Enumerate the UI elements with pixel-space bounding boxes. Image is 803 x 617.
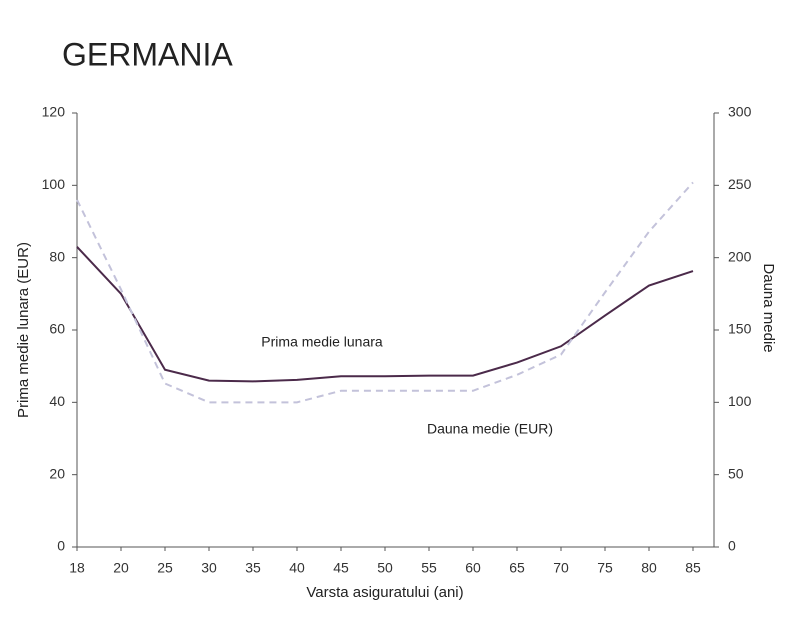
y-tick-label: 40 (49, 393, 65, 409)
y-tick-label: 100 (42, 176, 66, 192)
y-tick-label: 60 (49, 321, 65, 337)
x-tick-label: 85 (685, 560, 701, 576)
x-tick-label: 75 (597, 560, 613, 576)
x-tick-label: 55 (421, 560, 437, 576)
x-tick-label: 40 (289, 560, 305, 576)
y-tick-label: 120 (42, 104, 66, 120)
y-tick-label: 80 (49, 248, 65, 264)
y2-tick-label: 0 (728, 538, 736, 554)
y-tick-label: 0 (57, 538, 65, 554)
y-tick-label: 20 (49, 465, 65, 481)
x-tick-label: 65 (509, 560, 525, 576)
y2-axis-label: Dauna medie (760, 263, 777, 352)
y2-tick-label: 300 (728, 104, 752, 120)
x-axis-label: Varsta asiguratului (ani) (306, 584, 463, 601)
y-axis-label: Prima medie lunara (EUR) (15, 242, 32, 418)
series-line (76, 181, 694, 404)
x-tick-label: 20 (113, 560, 129, 576)
y2-tick-label: 100 (728, 393, 752, 409)
y2-tick-label: 50 (728, 465, 744, 481)
y2-tick-label: 150 (728, 321, 752, 337)
series-line (76, 246, 694, 383)
y2-tick-label: 200 (728, 248, 752, 264)
x-tick-label: 80 (641, 560, 657, 576)
series-label: Dauna medie (EUR) (427, 421, 553, 437)
x-tick-label: 35 (245, 560, 261, 576)
series-label: Prima medie lunara (261, 334, 383, 350)
x-tick-label: 30 (201, 560, 217, 576)
x-tick-label: 70 (553, 560, 569, 576)
x-tick-label: 45 (333, 560, 349, 576)
y2-tick-label: 250 (728, 176, 752, 192)
x-tick-label: 25 (157, 560, 173, 576)
x-tick-label: 50 (377, 560, 393, 576)
chart-title: GERMANIA (62, 36, 233, 72)
x-tick-label: 18 (69, 560, 85, 576)
x-tick-label: 60 (465, 560, 481, 576)
